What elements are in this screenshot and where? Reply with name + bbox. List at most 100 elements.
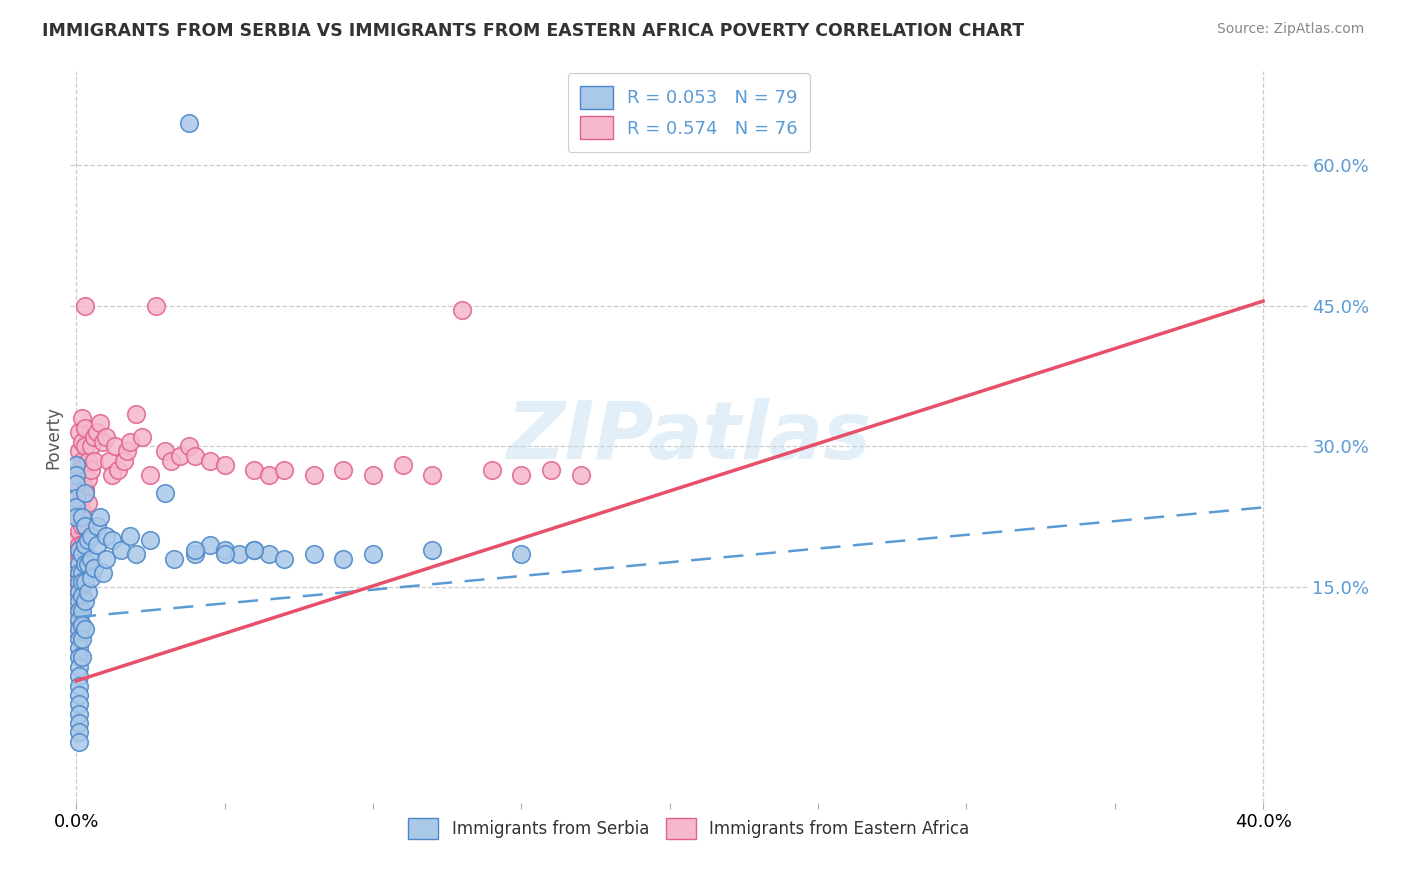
Point [83,430,105,444]
Point [65,458,87,473]
Point [67,706,90,721]
Point [420,542,443,557]
Point [145,299,167,313]
Point [65,467,87,482]
Point [94,552,117,566]
Point [243,463,266,477]
Point [139,467,162,482]
Point [67,669,90,683]
Point [139,533,162,548]
Point [361,467,384,482]
Point [67,660,90,674]
Point [67,557,90,571]
Point [163,552,186,566]
Point [75,482,97,496]
Point [243,542,266,557]
Point [67,716,90,731]
Point [110,542,132,557]
Point [70,411,93,425]
Text: Source: ZipAtlas.com: Source: ZipAtlas.com [1216,22,1364,37]
Point [67,524,90,538]
Point [198,538,221,552]
Point [112,453,135,467]
Point [67,538,90,552]
Point [65,509,87,524]
Point [67,603,90,617]
Point [75,557,97,571]
Point [70,603,93,617]
Point [70,632,93,646]
Point [155,486,177,500]
Point [451,303,474,318]
Point [510,547,533,561]
Point [70,566,93,580]
Point [65,477,87,491]
Point [77,584,100,599]
Point [257,467,280,482]
Point [89,416,111,430]
Point [80,528,103,542]
Point [67,425,90,440]
Point [75,623,97,637]
Point [77,557,100,571]
Point [391,458,413,473]
Point [177,440,200,454]
Point [70,547,93,561]
Point [75,486,97,500]
Point [67,698,90,712]
Point [70,472,93,486]
Point [67,566,90,580]
Point [65,491,87,505]
Point [67,575,90,590]
Point [118,434,141,449]
Point [75,458,97,473]
Point [67,641,90,656]
Point [67,482,90,496]
Point [184,547,207,561]
Point [104,440,127,454]
Point [75,519,97,533]
Point [169,449,191,463]
Point [228,547,250,561]
Point [160,453,183,467]
Point [118,528,141,542]
Point [155,444,177,458]
Point [273,552,295,566]
Point [75,420,97,434]
Point [80,571,103,585]
Point [131,430,153,444]
Point [214,458,236,473]
Point [67,613,90,627]
Point [302,547,325,561]
Point [67,463,90,477]
Point [77,472,100,486]
Point [540,463,562,477]
Y-axis label: Poverty: Poverty [44,406,62,468]
Point [67,725,90,739]
Point [67,557,90,571]
Point [67,566,90,580]
Point [70,575,93,590]
Point [124,407,146,421]
Point [65,608,87,623]
Point [332,552,354,566]
Point [420,467,443,482]
Point [67,594,90,608]
Point [569,467,592,482]
Point [75,575,97,590]
Point [361,547,384,561]
Point [86,425,108,440]
Point [65,500,87,515]
Point [83,453,105,467]
Point [302,467,325,482]
Legend: Immigrants from Serbia, Immigrants from Eastern Africa: Immigrants from Serbia, Immigrants from … [402,811,976,846]
Point [67,542,90,557]
Point [91,566,114,580]
Point [75,299,97,313]
Point [67,509,90,524]
Point [83,561,105,575]
Point [198,453,221,467]
Point [70,650,93,665]
Point [70,509,93,524]
Point [273,463,295,477]
